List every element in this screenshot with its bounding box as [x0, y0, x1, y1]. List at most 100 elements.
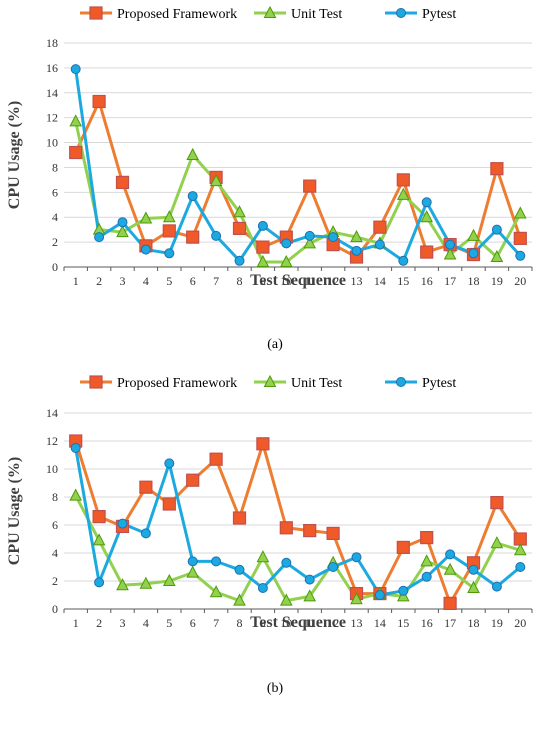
x-tick-label: 12 [327, 274, 339, 288]
legend-marker-proposed [89, 375, 103, 389]
series-markers-pytest [70, 64, 526, 266]
data-point-unit [256, 550, 270, 563]
data-point-unit [162, 210, 176, 223]
x-tick-label: 1 [73, 616, 79, 630]
data-point-pytest [515, 562, 526, 572]
data-point-proposed [162, 224, 176, 238]
x-tick-label: 6 [190, 616, 196, 630]
panel-label: (a) [267, 337, 283, 352]
x-tick-label: 5 [166, 274, 172, 288]
data-point-pytest [70, 443, 81, 453]
x-tick-label: 16 [421, 274, 433, 288]
data-point-unit [116, 578, 129, 591]
data-point-pytest [187, 191, 198, 202]
y-tick-label: 16 [46, 61, 58, 75]
data-point-unit [139, 211, 153, 224]
y-tick-label: 14 [46, 406, 58, 420]
legend-label-proposed: Proposed Framework [117, 7, 237, 22]
data-point-proposed [92, 510, 106, 524]
data-point-pytest [351, 245, 362, 256]
x-tick-label: 13 [351, 274, 363, 288]
data-point-pytest [491, 224, 502, 235]
data-point-unit [303, 589, 317, 602]
data-point-pytest [515, 250, 526, 261]
x-tick-label: 1 [73, 274, 79, 288]
data-point-unit [256, 254, 270, 268]
data-point-proposed [396, 540, 410, 555]
legend-label-unit: Unit Test [291, 376, 342, 391]
chart-panel-a: Proposed Framework Unit Test Pytest 0 2 4 6 8 10… [6, 5, 533, 352]
x-tick-label: 3 [120, 274, 126, 288]
data-point-proposed [443, 596, 457, 611]
data-point-unit [69, 114, 83, 127]
series-line-proposed [74, 440, 522, 605]
data-point-pytest [374, 239, 385, 250]
data-point-proposed [232, 221, 247, 236]
data-point-pytest [351, 552, 362, 563]
x-tick-label: 12 [327, 616, 339, 630]
data-point-pytest [140, 528, 151, 539]
y-tick-label: 4 [52, 546, 58, 560]
x-tick-label: 6 [190, 274, 196, 288]
x-tick-label: 18 [468, 616, 480, 630]
y-tick-label: 18 [46, 36, 58, 50]
x-tick-label: 10 [280, 274, 292, 288]
data-point-pytest [421, 571, 432, 582]
x-tick-label: 11 [304, 274, 316, 288]
x-tick-label: 9 [260, 274, 266, 288]
data-point-unit [162, 573, 176, 586]
x-tick-label: 11 [304, 616, 316, 630]
data-point-pytest [164, 248, 175, 259]
data-point-pytest [117, 518, 128, 529]
data-point-unit [186, 565, 200, 578]
data-point-pytest [94, 577, 105, 588]
data-point-proposed [69, 145, 83, 160]
data-point-unit [69, 488, 83, 501]
data-point-proposed [373, 220, 387, 234]
series-line-pytest [74, 447, 522, 597]
data-point-proposed [256, 437, 270, 451]
x-tick-label: 9 [260, 616, 266, 630]
data-point-pytest [491, 581, 502, 592]
data-point-unit [186, 147, 200, 160]
y-tick-label: 6 [52, 518, 58, 532]
y-tick-label: 12 [46, 111, 58, 125]
data-point-proposed [396, 173, 410, 187]
data-point-pytest [328, 232, 339, 243]
data-point-pytest [140, 244, 151, 255]
data-point-pytest [398, 255, 409, 266]
data-point-pytest [187, 556, 198, 567]
data-point-pytest [164, 458, 175, 469]
x-tick-label: 15 [397, 616, 409, 630]
chart-panel-b: Proposed Framework Unit Test Pytest 0 2 4 6 8 10… [6, 374, 533, 696]
data-point-unit [350, 230, 363, 243]
data-point-proposed [232, 511, 247, 525]
data-point-unit [92, 533, 106, 546]
data-point-proposed [490, 162, 504, 176]
data-point-unit [350, 592, 363, 605]
legend-label-proposed: Proposed Framework [117, 376, 237, 391]
y-tick-label: 8 [52, 490, 58, 504]
data-point-proposed [162, 497, 176, 511]
x-tick-label: 18 [468, 274, 480, 288]
series-markers-proposed [69, 94, 527, 264]
y-axis-title: CPU Usage (%) [6, 101, 23, 209]
legend-label-unit: Unit Test [291, 7, 342, 22]
x-tick-label: 2 [96, 616, 102, 630]
data-point-proposed [326, 526, 340, 541]
x-tick-label: 20 [514, 274, 526, 288]
data-point-pytest [304, 574, 315, 585]
data-point-pytest [304, 230, 315, 241]
y-tick-label: 8 [52, 160, 58, 174]
panel-label: (b) [267, 681, 284, 696]
x-tick-label: 19 [491, 616, 503, 630]
data-point-pytest [281, 238, 292, 249]
data-point-unit [209, 174, 223, 187]
data-point-pytest [70, 64, 81, 75]
data-point-unit [279, 593, 293, 606]
data-point-pytest [94, 232, 105, 243]
series-line-unit [74, 494, 521, 603]
data-point-pytest [257, 583, 268, 593]
x-tick-label: 13 [351, 616, 363, 630]
data-point-unit [233, 205, 246, 218]
